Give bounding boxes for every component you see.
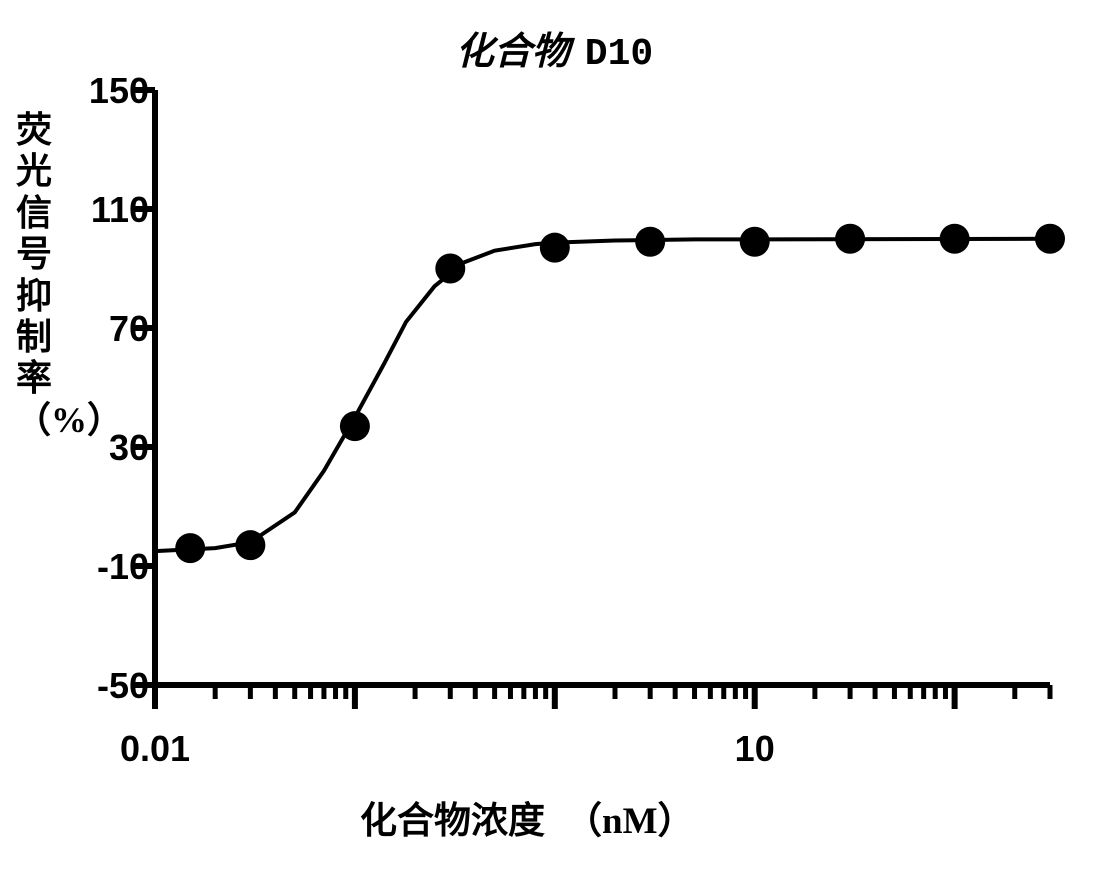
y-tick-label: 110 bbox=[91, 189, 149, 231]
y-tick-label: -50 bbox=[97, 665, 149, 707]
x-tick-label: 10 bbox=[720, 728, 790, 770]
y-tick-label: 150 bbox=[89, 70, 149, 112]
y-tick-label: 30 bbox=[109, 427, 149, 469]
y-tick-label: -10 bbox=[97, 546, 149, 588]
x-tick-label: 0.01 bbox=[120, 728, 190, 770]
chart-container: 化合物D10 荧光信号抑制率 （%） 化合物浓度（nM） -50-1030701… bbox=[0, 0, 1109, 891]
y-tick-label: 70 bbox=[109, 308, 149, 350]
